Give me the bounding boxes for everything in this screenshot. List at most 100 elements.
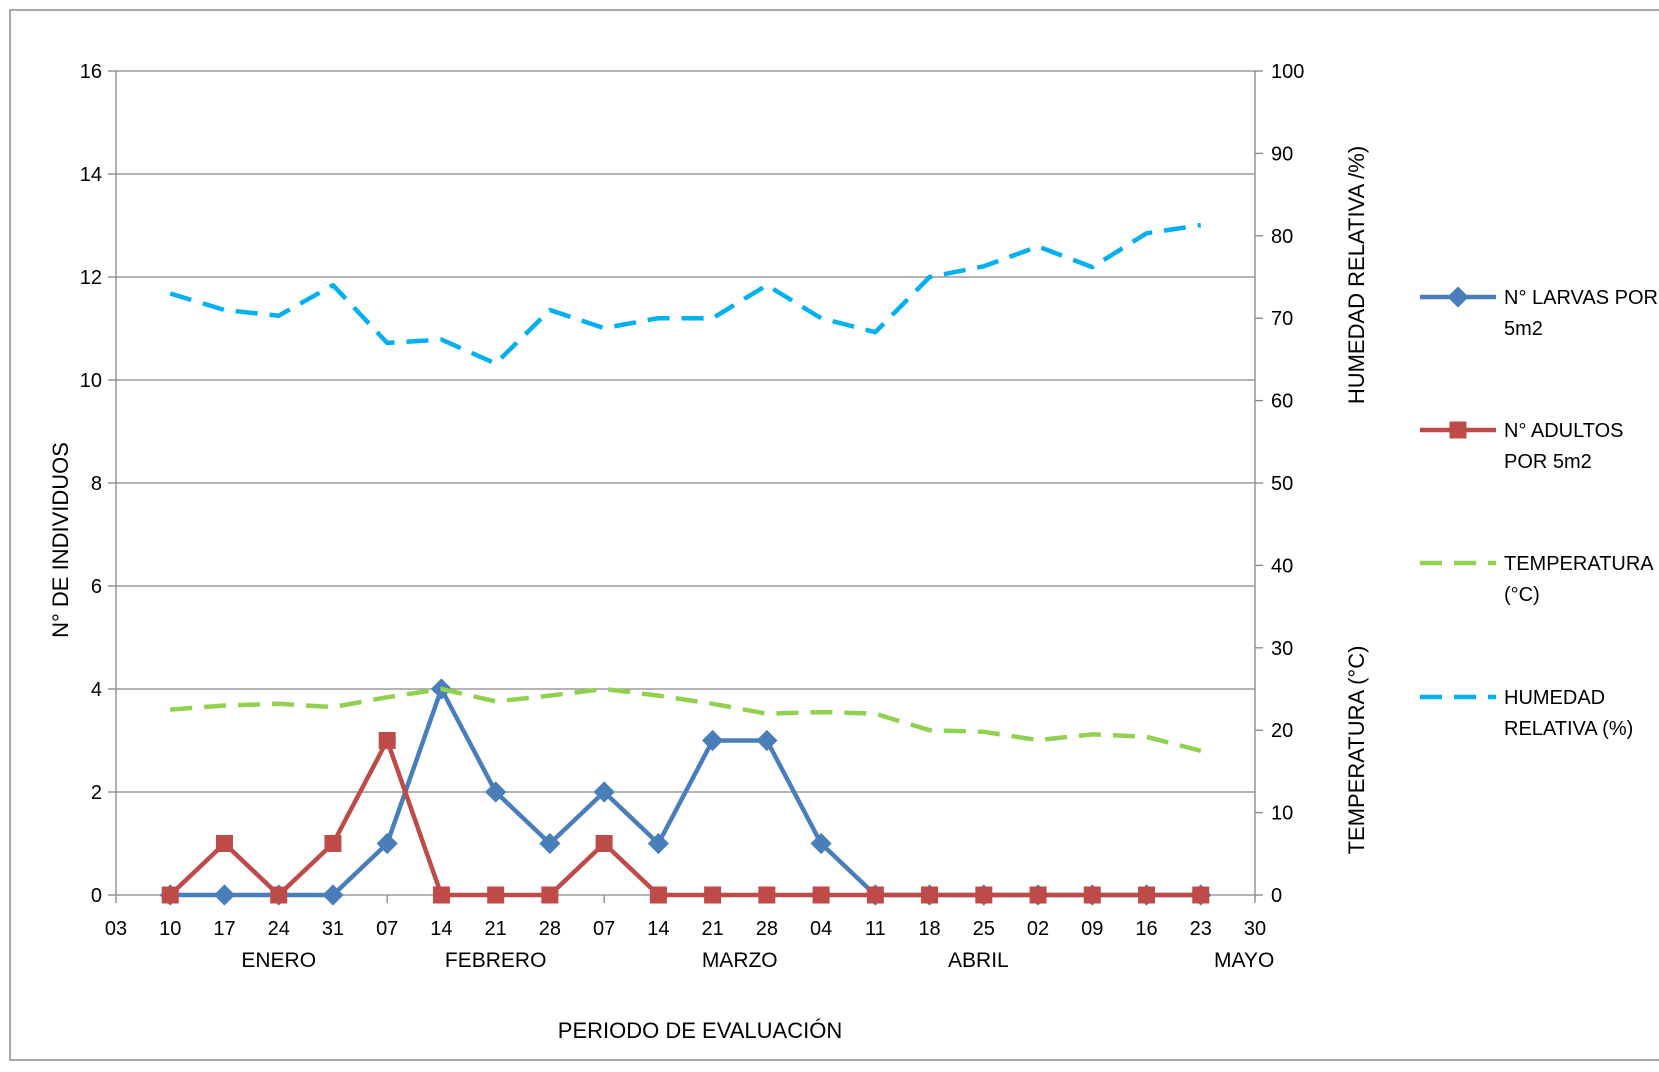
x-tick-label: 21	[701, 918, 723, 940]
data-point-square	[161, 886, 179, 904]
y-left-tick-label: 8	[91, 473, 102, 495]
data-point-square	[541, 886, 559, 904]
legend-label: POR 5m2	[1504, 451, 1592, 473]
chart-border	[9, 9, 1659, 1061]
x-tick-label: 14	[647, 918, 669, 940]
x-tick-label: 14	[430, 918, 452, 940]
data-point-diamond	[539, 832, 561, 855]
data-point-square	[595, 835, 613, 852]
x-tick-label: 31	[322, 918, 344, 940]
y-left-tick-label: 6	[91, 576, 102, 598]
month-label: ENERO	[241, 949, 316, 972]
data-point-diamond	[593, 781, 615, 803]
month-label: MARZO	[702, 949, 778, 972]
series-line	[169, 222, 1202, 366]
data-point-square	[487, 886, 505, 904]
data-point-square	[866, 886, 884, 904]
y-left-tick-label: 12	[80, 267, 102, 289]
x-tick-label: 18	[918, 918, 940, 940]
series-group	[159, 222, 1212, 906]
data-point-square	[649, 886, 667, 904]
x-tick-label: 07	[593, 918, 615, 940]
x-tick-label: 03	[105, 918, 127, 940]
data-point-square	[1083, 886, 1101, 904]
data-point-diamond	[376, 832, 398, 855]
y-right-tick-label: 30	[1271, 638, 1293, 660]
legend-label: TEMPERATURA	[1504, 553, 1654, 575]
y-right-tick-label: 50	[1271, 473, 1293, 495]
y-axis-right-title-temperature: TEMPERATURA (°C)	[1344, 646, 1369, 855]
y-left-tick-label: 16	[80, 61, 102, 83]
data-point-square	[758, 886, 776, 904]
x-tick-label: 10	[159, 918, 181, 940]
data-point-square	[812, 886, 830, 904]
data-point-square	[1192, 886, 1210, 904]
y-right-tick-label: 80	[1271, 226, 1293, 248]
y-right-tick-label: 0	[1271, 885, 1282, 907]
x-tick-label: 17	[213, 918, 235, 940]
x-tick-label: 25	[973, 918, 995, 940]
y-right-tick-label: 100	[1271, 61, 1304, 83]
legend-label: HUMEDAD	[1504, 687, 1605, 709]
x-tick-label: 04	[810, 918, 832, 940]
data-point-square	[324, 835, 342, 852]
y-left-tick-label: 10	[80, 370, 102, 392]
x-tick-label: 07	[376, 918, 398, 940]
x-tick-label: 02	[1027, 918, 1049, 940]
x-tick-label: 23	[1190, 918, 1212, 940]
data-point-square	[378, 732, 396, 749]
series-line	[168, 738, 1201, 898]
y-right-tick-label: 20	[1271, 720, 1293, 742]
month-label: MAYO	[1214, 949, 1274, 972]
data-point-diamond	[647, 832, 669, 855]
data-point-square	[704, 886, 722, 904]
data-point-diamond	[702, 729, 724, 752]
legend-label: (°C)	[1504, 584, 1540, 606]
y-left-tick-label: 4	[91, 679, 102, 701]
y-right-tick-label: 10	[1271, 803, 1293, 825]
y-axis-right-title-humidity: HUMEDAD RELATIVA /%)	[1344, 146, 1369, 404]
y-right-tick-label: 60	[1271, 391, 1293, 413]
y-left-tick-label: 2	[91, 782, 102, 804]
data-point-diamond	[322, 884, 344, 906]
y-right-tick-label: 70	[1271, 308, 1293, 330]
x-tick-label: 28	[756, 918, 778, 940]
data-point-diamond	[213, 884, 236, 906]
gridlines	[116, 70, 1255, 793]
axis-labels: PERIODO DE EVALUACIÓN N° DE INDIVIDUOS H…	[48, 146, 1369, 1043]
x-tick-label: 16	[1135, 918, 1157, 940]
x-axis-title: PERIODO DE EVALUACIÓN	[558, 1018, 842, 1043]
data-point-square	[1029, 886, 1047, 904]
month-label: ABRIL	[948, 949, 1009, 972]
x-tick-label: 24	[268, 918, 290, 940]
y-right-tick-label: 40	[1271, 555, 1293, 577]
y-right-tick-label: 90	[1271, 143, 1293, 165]
y-left-tick-label: 14	[80, 164, 102, 186]
data-point-square	[1138, 886, 1156, 904]
data-point-square	[270, 886, 288, 904]
data-point-square	[975, 886, 993, 904]
legend: N° LARVAS POR 5m2 N° ADULTOS POR 5m2 TEMPERA…	[1420, 286, 1658, 740]
data-point-square	[215, 835, 233, 852]
x-tick-label: 30	[1244, 918, 1266, 940]
data-point-square	[921, 886, 939, 904]
legend-label: N° LARVAS POR	[1504, 287, 1658, 309]
data-point-diamond	[485, 781, 507, 803]
x-tick-label: 28	[539, 918, 561, 940]
x-tick-label: 09	[1081, 918, 1103, 940]
data-point-diamond	[756, 729, 778, 752]
legend-marker-square	[1449, 421, 1467, 439]
legend-label: N° ADULTOS	[1504, 420, 1624, 442]
legend-label: 5m2	[1504, 318, 1543, 340]
month-label: FEBRERO	[445, 949, 547, 972]
data-point-square	[432, 886, 450, 904]
series-line	[170, 686, 1202, 753]
legend-label: RELATIVA (%)	[1504, 718, 1633, 740]
x-tick-label: 21	[485, 918, 507, 940]
data-point-diamond	[810, 832, 832, 855]
x-tick-label: 11	[865, 918, 886, 940]
y-axis-left-title: N° DE INDIVIDUOS	[48, 442, 73, 638]
y-left-tick-label: 0	[91, 885, 102, 907]
